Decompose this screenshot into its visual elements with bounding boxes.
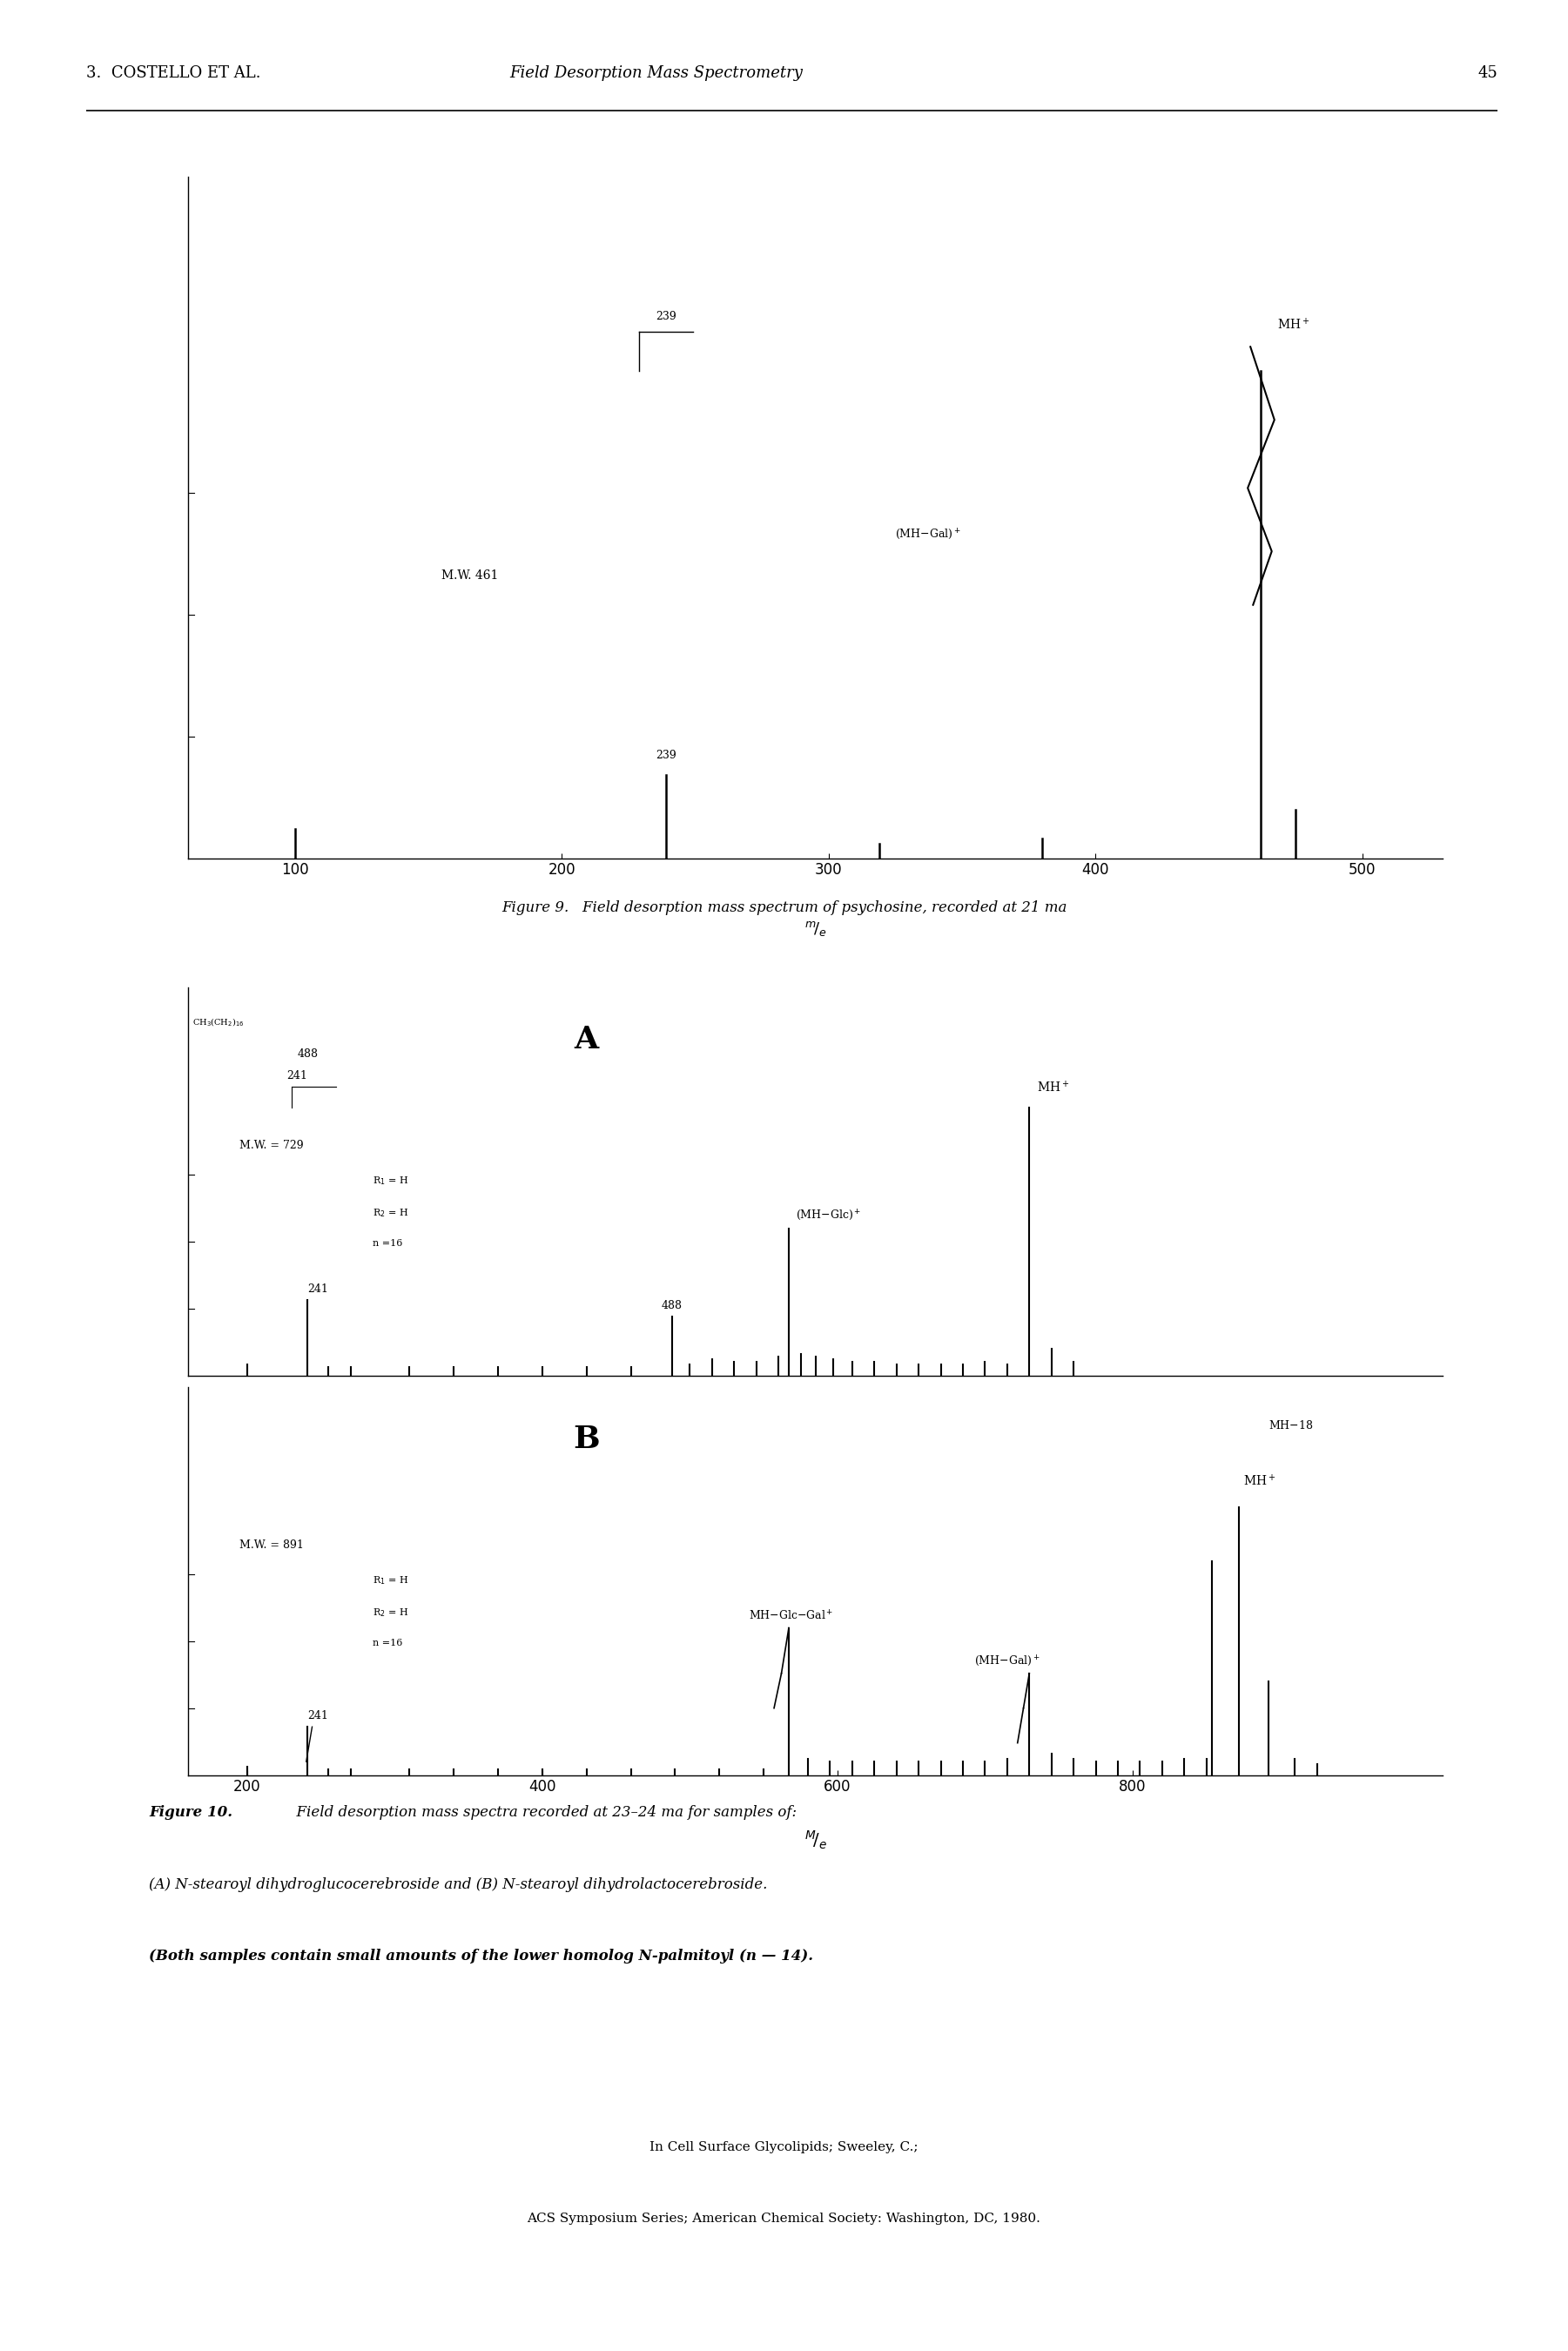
Text: (MH$-$Gal)$^+$: (MH$-$Gal)$^+$ bbox=[895, 527, 961, 541]
Text: (Both samples contain small amounts of the lower homolog N-palmitoyl (n — 14).: (Both samples contain small amounts of t… bbox=[149, 1949, 814, 1963]
Text: ACS Symposium Series; American Chemical Society: Washington, DC, 1980.: ACS Symposium Series; American Chemical … bbox=[527, 2212, 1041, 2224]
Text: MH$^+$: MH$^+$ bbox=[1036, 1079, 1069, 1096]
Text: B: B bbox=[574, 1425, 601, 1453]
Text: R$_2$ = H: R$_2$ = H bbox=[373, 1606, 409, 1617]
Text: R$_2$ = H: R$_2$ = H bbox=[373, 1206, 409, 1218]
Text: R$_1$ = H: R$_1$ = H bbox=[373, 1575, 409, 1587]
Text: 241: 241 bbox=[307, 1284, 328, 1295]
Text: 488: 488 bbox=[298, 1049, 318, 1060]
Text: MH$^+$: MH$^+$ bbox=[1243, 1474, 1276, 1488]
Text: R$_1$ = H: R$_1$ = H bbox=[373, 1176, 409, 1187]
Text: Figure 9.   Field desorption mass spectrum of psychosine, recorded at 21 ma: Figure 9. Field desorption mass spectrum… bbox=[502, 900, 1066, 915]
Text: A: A bbox=[574, 1025, 599, 1053]
Text: n =16: n =16 bbox=[373, 1639, 403, 1648]
Text: CH$_3$(CH$_2$)$_{16}$: CH$_3$(CH$_2$)$_{16}$ bbox=[193, 1016, 245, 1027]
Text: M.W. = 729: M.W. = 729 bbox=[240, 1140, 304, 1152]
Text: 241: 241 bbox=[307, 1709, 328, 1721]
Text: (A) N-stearoyl dihydroglucocerebroside and (B) N-stearoyl dihydrolactocerebrosid: (A) N-stearoyl dihydroglucocerebroside a… bbox=[149, 1876, 767, 1893]
Text: 488: 488 bbox=[662, 1300, 682, 1312]
Text: 239: 239 bbox=[655, 750, 676, 762]
Text: 241: 241 bbox=[287, 1070, 307, 1081]
Text: Field desorption mass spectra recorded at 23–24 ma for samples of:: Field desorption mass spectra recorded a… bbox=[287, 1806, 797, 1820]
Text: M.W. = 891: M.W. = 891 bbox=[240, 1540, 304, 1552]
Text: 45: 45 bbox=[1477, 66, 1497, 80]
Text: 239: 239 bbox=[655, 310, 676, 322]
Text: Figure 10.: Figure 10. bbox=[149, 1806, 232, 1820]
Text: In Cell Surface Glycolipids; Sweeley, C.;: In Cell Surface Glycolipids; Sweeley, C.… bbox=[649, 2142, 919, 2154]
Text: 3.  COSTELLO ET AL.: 3. COSTELLO ET AL. bbox=[86, 66, 260, 80]
Text: MH$^+$: MH$^+$ bbox=[1276, 317, 1309, 331]
Text: n =16: n =16 bbox=[373, 1239, 403, 1248]
Text: MH$-$18: MH$-$18 bbox=[1269, 1420, 1312, 1432]
Text: MH$-$Glc$-$Gal$^+$: MH$-$Glc$-$Gal$^+$ bbox=[750, 1608, 834, 1622]
Text: $^M\!/_e$: $^M\!/_e$ bbox=[804, 1829, 826, 1850]
Text: (MH$-$Glc)$^+$: (MH$-$Glc)$^+$ bbox=[797, 1208, 861, 1223]
Text: M.W. 461: M.W. 461 bbox=[442, 569, 499, 581]
Text: (MH$-$Gal)$^+$: (MH$-$Gal)$^+$ bbox=[974, 1653, 1040, 1667]
Text: $^m\!/_e$: $^m\!/_e$ bbox=[804, 919, 826, 938]
Text: Field Desorption Mass Spectrometry: Field Desorption Mass Spectrometry bbox=[510, 66, 803, 80]
